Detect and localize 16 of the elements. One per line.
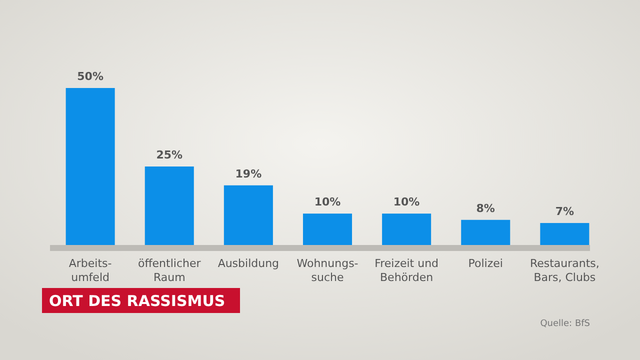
x-tick-label: Ausbildung [218, 257, 280, 270]
data-label: 19% [235, 167, 262, 180]
data-label: 8% [476, 202, 495, 215]
data-label: 7% [555, 205, 574, 218]
x-tick-label: Restaurants, Bars, Clubs [530, 257, 600, 284]
data-label: 25% [156, 148, 183, 162]
x-tick-label: Wohnungs- suche [296, 257, 358, 284]
x-tick-label: Freizeit und Behörden [374, 257, 439, 284]
text: ORT DES RASSISMUS [49, 292, 226, 310]
source-note: Quelle: BfS [540, 319, 590, 329]
x-tick-label: öffentlicher Raum [138, 257, 202, 284]
data-label: 50% [77, 70, 104, 83]
data-label: 10% [393, 196, 420, 209]
x-tick-label: Polizei [468, 257, 503, 270]
x-tick-label: Arbeits- umfeld [68, 257, 112, 284]
data-label: 10% [314, 196, 341, 209]
